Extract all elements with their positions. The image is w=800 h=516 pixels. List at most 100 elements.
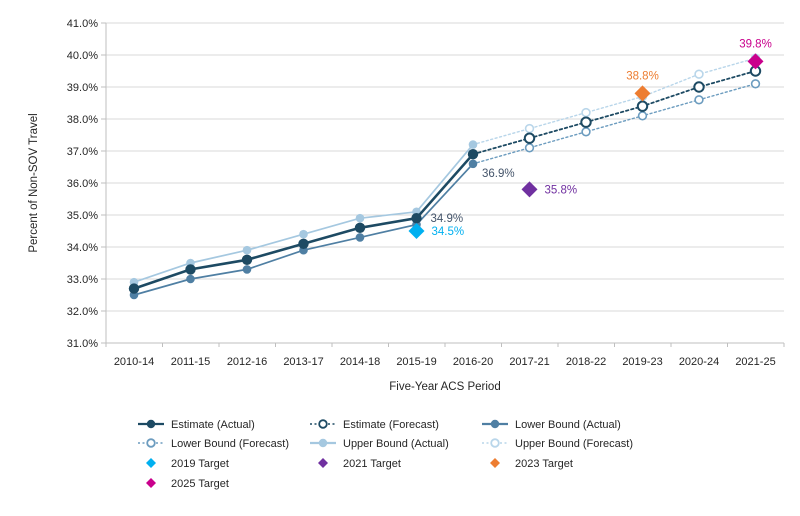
data-point bbox=[636, 100, 649, 112]
data-point bbox=[242, 265, 252, 274]
gridlines bbox=[106, 22, 784, 312]
target-2025-target: 39.8% bbox=[739, 38, 772, 70]
target-diamond bbox=[521, 181, 538, 198]
data-point bbox=[298, 238, 309, 249]
series-line bbox=[472, 70, 757, 156]
y-tick-label: 32.0% bbox=[67, 306, 98, 318]
legend-item-lower-bound-forecast: Lower Bound (Forecast) bbox=[138, 438, 289, 450]
x-tick-label: 2019-23 bbox=[622, 356, 662, 368]
legend-label: Lower Bound (Actual) bbox=[515, 419, 621, 431]
y-tick-label: 37.0% bbox=[67, 146, 98, 158]
legend-label: 2019 Target bbox=[171, 458, 229, 470]
series-line bbox=[132, 152, 475, 290]
x-tick-label: 2021-25 bbox=[735, 356, 775, 368]
legend-marker bbox=[490, 419, 500, 429]
x-tick-label: 2020-24 bbox=[679, 356, 719, 368]
legend-marker bbox=[490, 438, 500, 448]
y-tick-label: 38.0% bbox=[67, 114, 98, 126]
x-tick-label: 2015-19 bbox=[396, 356, 436, 368]
data-point bbox=[693, 81, 705, 93]
legend-label: Lower Bound (Forecast) bbox=[171, 438, 289, 450]
x-tick-label: 2014-18 bbox=[340, 356, 380, 368]
legend-label: 2025 Target bbox=[171, 478, 229, 490]
y-tick-label: 31.0% bbox=[67, 338, 98, 350]
legend: Estimate (Actual) Estimate (Forecast) Lowe… bbox=[138, 419, 633, 490]
data-point bbox=[355, 213, 365, 223]
y-tick-label: 33.0% bbox=[67, 274, 98, 286]
data-point bbox=[468, 159, 478, 169]
target-2023-target: 38.8% bbox=[626, 70, 659, 102]
legend-item-2023-target: 2023 Target bbox=[490, 458, 573, 470]
data-point bbox=[523, 132, 536, 144]
data-point bbox=[185, 264, 196, 275]
data-point bbox=[241, 254, 253, 265]
annotation-36-9: 36.9% bbox=[482, 168, 515, 180]
legend-label: 2023 Target bbox=[515, 458, 573, 470]
y-tick-label: 41.0% bbox=[67, 18, 98, 30]
target-2019-target: 34.5% bbox=[408, 223, 465, 239]
target-diamond bbox=[408, 223, 425, 239]
series-estimate-forecast bbox=[472, 65, 762, 156]
axes-layer: 31.0% 32.0% 33.0% 34.0% 35.0% 36.0% 37.0% 38.0%… bbox=[67, 18, 785, 368]
y-tick-label: 39.0% bbox=[67, 82, 98, 94]
data-point bbox=[524, 143, 535, 153]
annotation-34-9: 34.9% bbox=[431, 213, 464, 225]
data-point bbox=[411, 213, 422, 224]
data-point bbox=[299, 229, 308, 239]
series-line bbox=[472, 57, 757, 146]
legend-diamond-icon bbox=[490, 458, 500, 468]
annotations-layer: 34.9% 36.9% bbox=[431, 168, 515, 225]
legend-item-2025-target: 2025 Target bbox=[146, 478, 229, 490]
legend-diamond-icon bbox=[318, 458, 328, 468]
data-point bbox=[468, 140, 478, 149]
legend-marker bbox=[318, 438, 328, 448]
x-tick-label: 2017-21 bbox=[509, 356, 549, 368]
legend-item-lower-bound-actual: Lower Bound (Actual) bbox=[482, 419, 621, 431]
target-label: 34.5% bbox=[432, 226, 465, 238]
legend-marker bbox=[146, 419, 156, 429]
data-point bbox=[186, 274, 195, 284]
legend-item-2019-target: 2019 Target bbox=[146, 458, 229, 470]
y-tick-label: 36.0% bbox=[67, 178, 98, 190]
series-estimate-actual bbox=[128, 149, 479, 294]
target-label: 35.8% bbox=[545, 184, 578, 196]
data-point bbox=[637, 111, 648, 121]
target-diamond bbox=[634, 85, 651, 102]
series-lower-bound-forecast bbox=[472, 79, 761, 165]
x-tick-label: 2011-15 bbox=[171, 356, 211, 368]
data-point bbox=[750, 79, 761, 89]
legend-marker bbox=[318, 419, 328, 429]
x-tick-label: 2018-22 bbox=[566, 356, 606, 368]
target-diamond bbox=[747, 53, 764, 70]
data-point bbox=[355, 233, 365, 242]
series-layer bbox=[128, 53, 762, 300]
y-tick-label: 40.0% bbox=[67, 50, 98, 62]
x-tick-label: 2016-20 bbox=[453, 356, 493, 368]
series-upper-bound-actual bbox=[129, 140, 478, 287]
legend-item-upper-bound-actual: Upper Bound (Actual) bbox=[310, 438, 449, 450]
legend-label: 2021 Target bbox=[343, 458, 401, 470]
legend-diamond-icon bbox=[146, 458, 156, 468]
legend-item-2021-target: 2021 Target bbox=[318, 458, 401, 470]
data-point bbox=[128, 283, 140, 294]
data-point bbox=[242, 245, 252, 255]
legend-item-estimate-actual: Estimate (Actual) bbox=[138, 419, 255, 431]
legend-item-upper-bound-forecast: Upper Bound (Forecast) bbox=[482, 438, 633, 450]
legend-label: Upper Bound (Actual) bbox=[343, 438, 449, 450]
data-point bbox=[694, 95, 704, 105]
series-upper-bound-forecast bbox=[472, 53, 761, 146]
legend-item-estimate-forecast: Estimate (Forecast) bbox=[310, 419, 439, 431]
y-axis-title: Percent of Non-SOV Travel bbox=[28, 113, 40, 252]
target-2021-target: 35.8% bbox=[521, 181, 578, 198]
legend-marker bbox=[146, 438, 156, 448]
target-label: 39.8% bbox=[739, 38, 772, 50]
data-point bbox=[354, 222, 366, 233]
y-tick-label: 34.0% bbox=[67, 242, 98, 254]
data-point bbox=[581, 127, 591, 137]
data-point bbox=[581, 107, 591, 118]
data-point bbox=[694, 69, 704, 79]
legend-label: Estimate (Forecast) bbox=[343, 419, 439, 431]
legend-diamond-icon bbox=[146, 478, 156, 488]
